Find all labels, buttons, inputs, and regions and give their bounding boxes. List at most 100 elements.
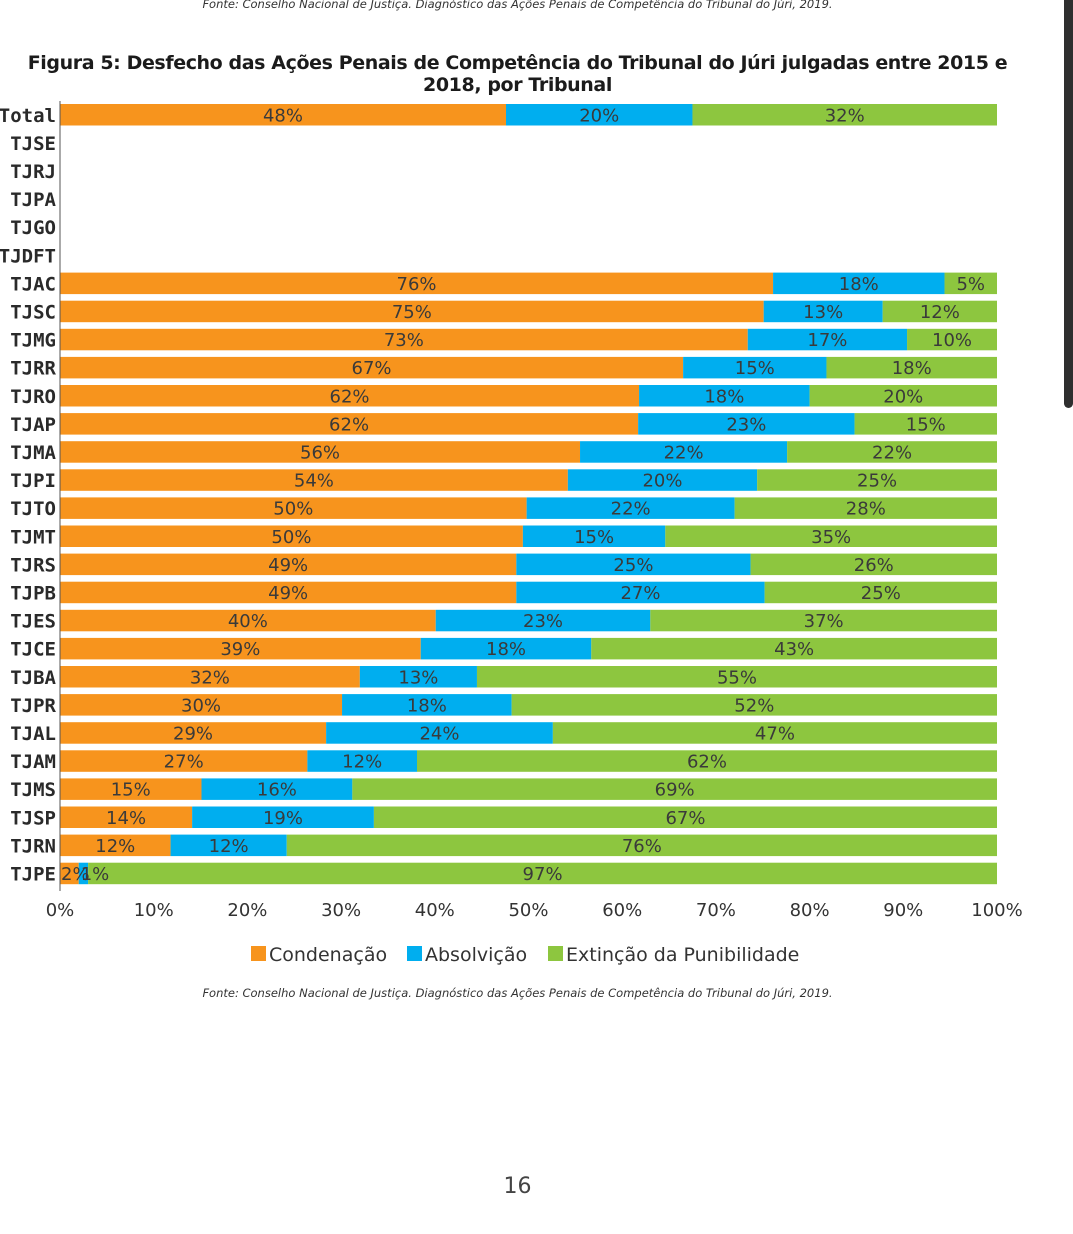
y-tick-label-tjgo: TJGO: [10, 217, 56, 239]
bar-label-tjal-extincao-da-punibilidade: 47%: [755, 723, 795, 744]
bar-tjrr-condenacao: [60, 356, 684, 379]
bar-tjce-absolvicao: [420, 637, 592, 660]
legend-label-extincao-da-punibilidade: Extinção da Punibilidade: [566, 944, 799, 966]
x-tick-label-1: 10%: [134, 900, 174, 921]
bar-label-tjpe-absolvicao: 1%: [81, 864, 110, 885]
bar-tjto-condenacao: [60, 497, 527, 519]
bar-label-tjal-absolvicao: 24%: [419, 723, 459, 744]
x-tick-label-5: 50%: [508, 900, 548, 921]
x-tick-label-8: 80%: [790, 900, 830, 921]
y-tick-label-tjms: TJMS: [10, 779, 56, 801]
bar-tjes-absolvicao: [435, 609, 651, 632]
bar-label-tjma-extincao-da-punibilidade: 22%: [872, 442, 912, 463]
bar-tjms-absolvicao: [201, 778, 353, 800]
bar-tjes-extincao-da-punibilidade: [650, 609, 997, 632]
bar-tjms-condenacao: [60, 778, 202, 800]
y-tick-label-tjap: TJAP: [10, 414, 56, 436]
bar-tjmg-extincao-da-punibilidade: [907, 328, 997, 351]
bar-label-tjto-extincao-da-punibilidade: 28%: [846, 499, 886, 520]
bar-tjpr-condenacao: [60, 694, 343, 716]
x-axis-tick-labels: 0% 10% 20% 30% 40% 50% 60% 70% 80% 90% 100%: [46, 900, 1023, 921]
bar-tjpe-extincao-da-punibilidade: [88, 862, 998, 885]
legend-swatch-condenacao: [251, 946, 266, 961]
bar-label-tjpr-condenacao: 30%: [181, 695, 221, 716]
bar-tjro-extincao-da-punibilidade: [809, 385, 997, 407]
chart-title: Figura 5: Desfecho das Ações Penais de C…: [27, 52, 1008, 96]
bar-tjrn-condenacao: [60, 834, 171, 857]
y-tick-label-tjrr: TJRR: [10, 358, 56, 380]
bar-tjpe-condenacao: [60, 862, 79, 885]
bar-tjto-absolvicao: [526, 497, 735, 519]
bar-tjpb-extincao-da-punibilidade: [764, 581, 997, 604]
y-tick-label-tjac: TJAC: [10, 273, 56, 295]
legend-label-condenacao: Condenação: [269, 944, 387, 966]
y-tick-label-tjrs: TJRS: [10, 554, 56, 576]
bar-label-tjsc-extincao-da-punibilidade: 12%: [920, 302, 960, 323]
y-tick-label-tjrn: TJRN: [10, 835, 56, 857]
bar-label-tjsp-condenacao: 14%: [106, 808, 146, 829]
y-tick-label-tjpi: TJPI: [10, 470, 56, 492]
bar-label-group: 48% 20% 32% 76% 18% 5% 75% 13% 12% 73% 17% 10% 67% 15…: [61, 105, 985, 885]
bar-label-tjrs-absolvicao: 25%: [613, 555, 653, 576]
x-tick-label-10: 100%: [971, 900, 1022, 921]
bar-tjpi-absolvicao: [567, 469, 758, 491]
bar-tjmg-condenacao: [60, 328, 748, 351]
bar-label-tjsp-absolvicao: 19%: [263, 808, 303, 829]
bar-tjal-extincao-da-punibilidade: [552, 722, 997, 744]
bar-label-tjma-condenacao: 56%: [300, 442, 340, 463]
y-tick-label-tjpb: TJPB: [10, 582, 56, 604]
bar-label-tjmt-extincao-da-punibilidade: 35%: [811, 527, 851, 548]
bar-label-tjac-extincao-da-punibilidade: 5%: [956, 274, 985, 295]
bar-tjto-extincao-da-punibilidade: [734, 497, 997, 519]
bar-label-tjba-absolvicao: 13%: [398, 667, 438, 688]
bar-label-tjam-condenacao: 27%: [164, 752, 204, 773]
bar-label-tjpe-condenacao: 2%: [61, 864, 90, 885]
bar-tjpi-extincao-da-punibilidade: [757, 469, 997, 491]
bar-label-tjrn-extincao-da-punibilidade: 76%: [622, 836, 662, 857]
bar-label-tjap-extincao-da-punibilidade: 15%: [906, 414, 946, 435]
bar-label-tjes-extincao-da-punibilidade: 37%: [804, 611, 844, 632]
bar-tjrs-condenacao: [60, 553, 517, 576]
x-tick-label-3: 30%: [321, 900, 361, 921]
y-tick-label-total: Total: [0, 105, 56, 127]
x-tick-label-7: 70%: [696, 900, 736, 921]
bar-tjsp-extincao-da-punibilidade: [373, 806, 997, 828]
bar-tjba-condenacao: [60, 666, 360, 688]
bar-label-tjes-condenacao: 40%: [228, 611, 268, 632]
bar-label-total-extincao-da-punibilidade: 32%: [825, 105, 865, 126]
bar-tjrn-extincao-da-punibilidade: [286, 834, 997, 857]
bar-label-tjmt-condenacao: 50%: [271, 527, 311, 548]
bar-label-tjrn-condenacao: 12%: [95, 836, 135, 857]
bar-label-tjmt-absolvicao: 15%: [574, 527, 614, 548]
y-tick-label-tjal: TJAL: [10, 723, 56, 745]
bar-tjrs-absolvicao: [516, 553, 751, 576]
bar-label-tjsc-absolvicao: 13%: [803, 302, 843, 323]
bar-label-tjap-condenacao: 62%: [329, 414, 369, 435]
bar-label-tjam-absolvicao: 12%: [342, 752, 382, 773]
bar-label-tjms-absolvicao: 16%: [257, 780, 297, 801]
bar-tjap-condenacao: [60, 413, 639, 435]
bar-tjpe-absolvicao: [78, 862, 89, 885]
bar-total-absolvicao: [506, 104, 693, 126]
bar-label-tjto-condenacao: 50%: [273, 499, 313, 520]
screen-edge-scrollbar: [1064, 0, 1073, 408]
bar-tjsp-absolvicao: [192, 806, 374, 828]
bar-label-tjma-absolvicao: 22%: [664, 442, 704, 463]
chart-legend: Condenação Absolvição Extinção da Punibili…: [251, 944, 799, 966]
bar-label-tjro-condenacao: 62%: [330, 386, 370, 407]
bar-tjpb-absolvicao: [516, 581, 765, 604]
bar-tjmg-absolvicao: [747, 328, 908, 351]
bar-label-tjpi-extincao-da-punibilidade: 25%: [857, 471, 897, 492]
bar-label-tjro-absolvicao: 18%: [704, 386, 744, 407]
bar-tjba-extincao-da-punibilidade: [476, 666, 998, 688]
bar-tjrn-absolvicao: [170, 834, 287, 857]
bar-tjpb-condenacao: [60, 581, 517, 604]
y-tick-label-tjmt: TJMT: [10, 526, 56, 548]
bar-label-tjto-absolvicao: 22%: [611, 499, 651, 520]
bar-tjrs-extincao-da-punibilidade: [750, 553, 997, 576]
bar-tjrr-absolvicao: [683, 356, 827, 379]
bar-tjpi-condenacao: [60, 469, 568, 491]
bar-label-tjpb-condenacao: 49%: [268, 583, 308, 604]
bar-label-tjro-extincao-da-punibilidade: 20%: [883, 386, 923, 407]
bar-label-tjrr-absolvicao: 15%: [735, 358, 775, 379]
